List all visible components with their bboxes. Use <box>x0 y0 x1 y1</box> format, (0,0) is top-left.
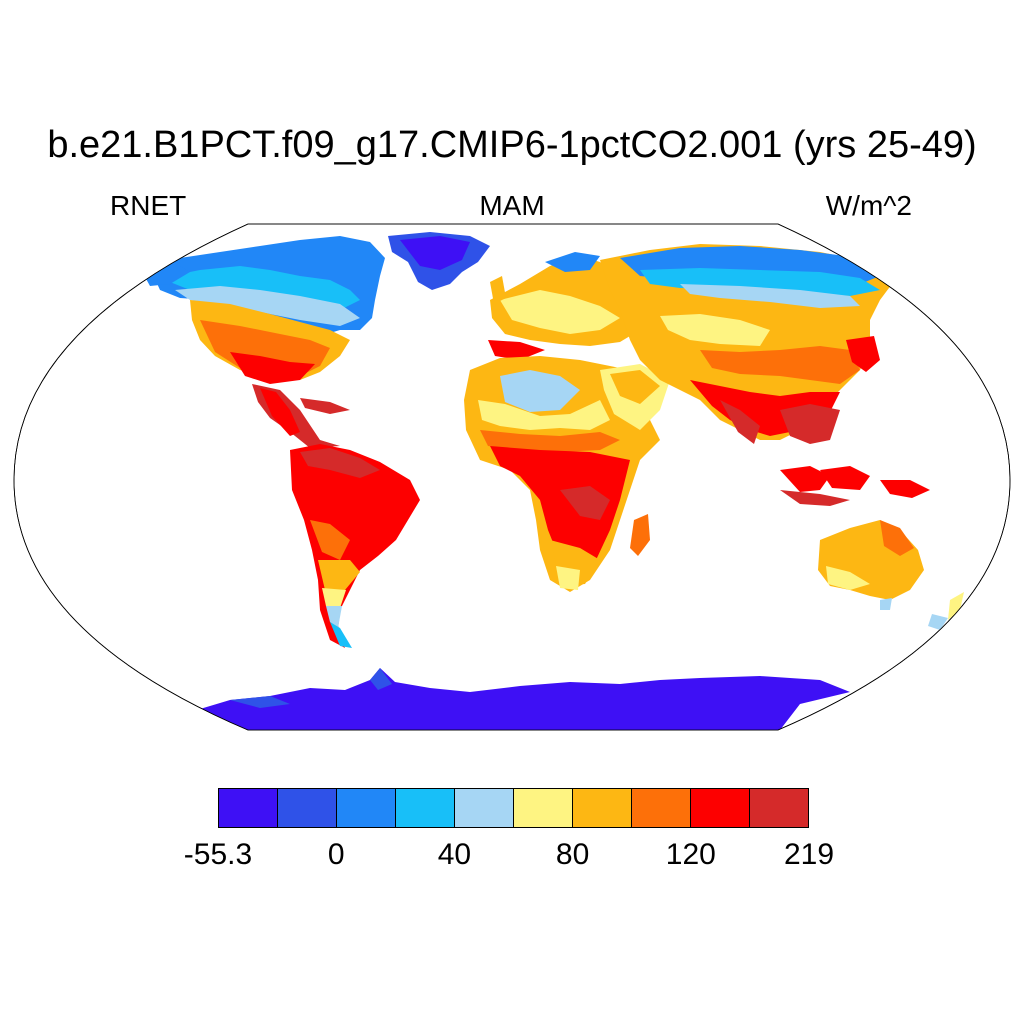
colorbar-swatch <box>514 789 573 827</box>
colorbar-tick-label: -55.3 <box>183 838 253 871</box>
south-america <box>290 444 420 648</box>
colorbar-swatch <box>691 789 750 827</box>
colorbar-swatch <box>278 789 337 827</box>
colorbar-tick-label: 219 <box>783 838 835 871</box>
plot-title: b.e21.B1PCT.f09_g17.CMIP6-1pctCO2.001 (y… <box>47 124 977 166</box>
units-label: W/m^2 <box>825 190 912 221</box>
colorbar-swatch <box>455 789 514 827</box>
variable-label: RNET <box>110 190 187 221</box>
colorbar-tick-label: 0 <box>327 838 345 871</box>
colorbar-swatch <box>396 789 455 827</box>
colorbar-swatch <box>219 789 278 827</box>
colorbar-swatch <box>750 789 808 827</box>
season-label: MAM <box>479 190 545 221</box>
colorbar-swatch <box>573 789 632 827</box>
colorbar-tick-label: 120 <box>665 838 716 871</box>
colorbar-tick-label: 40 <box>437 838 472 871</box>
colorbar <box>218 788 809 828</box>
colorbar-tick-label: 80 <box>555 838 590 871</box>
antarctica <box>190 668 850 730</box>
colorbar-swatch <box>337 789 396 827</box>
colorbar-swatch <box>632 789 691 827</box>
